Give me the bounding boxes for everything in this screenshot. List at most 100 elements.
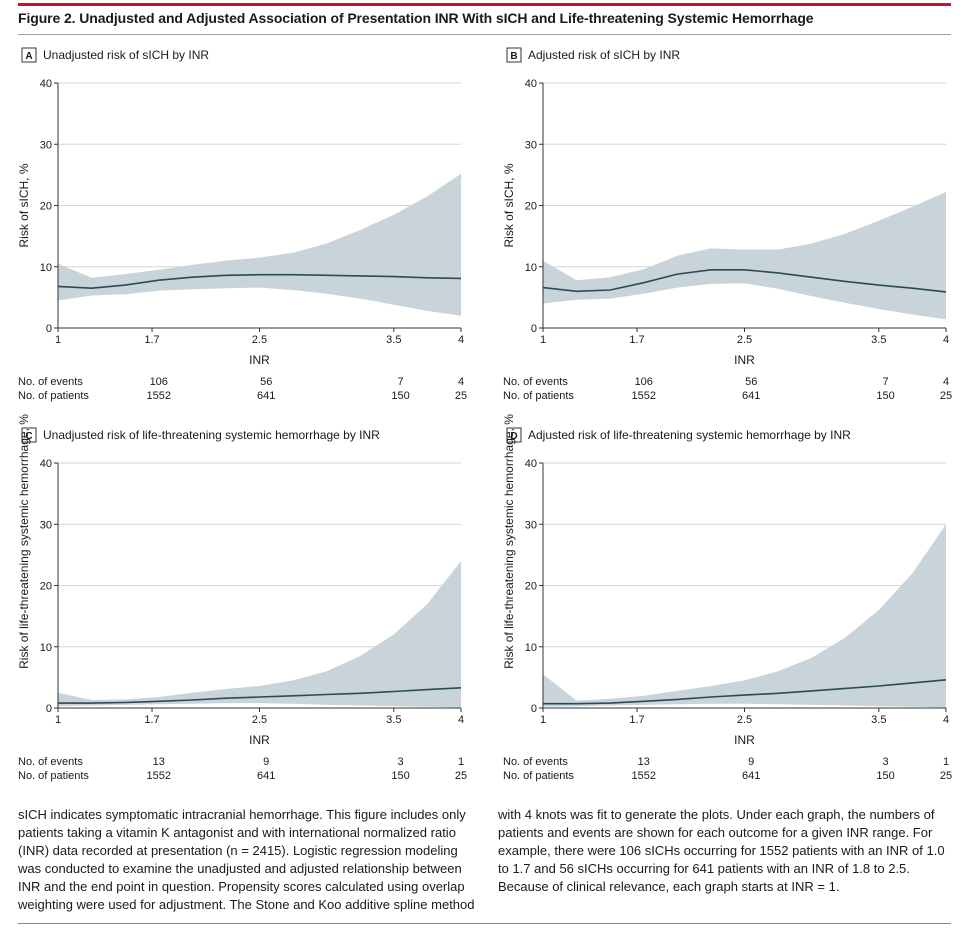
figure-title-rule xyxy=(18,34,951,35)
panel-d-patients-count: 1552 xyxy=(632,770,656,782)
panel-c-events-count: 13 xyxy=(153,756,165,768)
caption-left-column: sICH indicates symptomatic intracranial … xyxy=(18,807,475,912)
panel-b-y-tick-label: 30 xyxy=(525,139,537,151)
panel-c-events-count: 1 xyxy=(458,756,464,768)
panel-c-y-tick-label: 40 xyxy=(40,458,52,470)
panel-d-x-tick-label: 4 xyxy=(943,714,949,726)
panel-a-patients-count: 641 xyxy=(257,390,275,402)
panel-b-events-count: 7 xyxy=(882,376,888,388)
panel-b-patients-count: 641 xyxy=(742,390,760,402)
panel-a-x-tick-label: 3.5 xyxy=(386,334,401,346)
panel-d-y-tick-label: 40 xyxy=(525,458,537,470)
panel-d-confidence-band xyxy=(543,524,946,708)
panel-d-events-count: 3 xyxy=(882,756,888,768)
panel-a-patients-count: 25 xyxy=(455,390,467,402)
panel-b-x-tick-label: 1.7 xyxy=(629,334,644,346)
panel-c-patients-count: 25 xyxy=(455,770,467,782)
panel-c-y-axis-title: Risk of life-threatening systemic hemorr… xyxy=(17,414,31,669)
panel-d-label: D xyxy=(510,431,517,442)
panel-c-events-count: 3 xyxy=(397,756,403,768)
panel-a-y-tick-label: 10 xyxy=(40,262,52,274)
panel-a-events-count: 4 xyxy=(458,376,464,388)
figure-title: Figure 2. Unadjusted and Adjusted Associ… xyxy=(18,10,814,26)
panel-c-events-row-label: No. of events xyxy=(18,756,83,768)
panel-c-patients-count: 641 xyxy=(257,770,275,782)
panel-b-x-tick-label: 2.5 xyxy=(737,334,752,346)
panel-b-events-count: 106 xyxy=(635,376,653,388)
panel-a-confidence-band xyxy=(58,173,461,316)
panel-a-patients-row-label: No. of patients xyxy=(18,390,89,402)
panel-c-y-tick-label: 20 xyxy=(40,581,52,593)
figure-accent-rule xyxy=(18,3,951,6)
panel-a-events-count: 56 xyxy=(260,376,272,388)
panel-a-patients-count: 150 xyxy=(391,390,409,402)
panel-d-y-tick-label: 30 xyxy=(525,519,537,531)
panel-b-y-tick-label: 20 xyxy=(525,201,537,213)
panel-a-estimate-line xyxy=(57,273,462,290)
panel-d-estimate-line xyxy=(543,679,947,705)
panel-d-patients-count: 25 xyxy=(940,770,952,782)
panel-b-patients-row-label: No. of patients xyxy=(503,390,574,402)
panel-a-x-tick-label: 4 xyxy=(458,334,464,346)
panel-a-patients-count: 1552 xyxy=(147,390,171,402)
panel-a-x-tick-label: 1.7 xyxy=(144,334,159,346)
panel-a-y-axis-title: Risk of sICH, % xyxy=(17,163,31,247)
panel-c-x-tick-label: 3.5 xyxy=(386,714,401,726)
panel-b-events-row-label: No. of events xyxy=(503,376,568,388)
panel-d-x-tick-label: 1 xyxy=(540,714,546,726)
panel-b-estimate-line xyxy=(542,269,947,293)
panel-d-label-box xyxy=(506,427,522,443)
panel-c-label-box xyxy=(21,427,37,443)
panel-b-x-tick-label: 3.5 xyxy=(871,334,886,346)
panel-b-y-tick-label: 10 xyxy=(525,262,537,274)
panel-b-y-tick-label: 0 xyxy=(531,323,537,335)
panel-d-x-tick-label: 1.7 xyxy=(629,714,644,726)
panel-a-label-box xyxy=(21,47,37,63)
panel-a-x-tick-label: 2.5 xyxy=(252,334,267,346)
panel-a-y-tick-label: 40 xyxy=(40,78,52,90)
panel-b-title: Adjusted risk of sICH by INR xyxy=(528,48,680,62)
panel-d-patients-count: 641 xyxy=(742,770,760,782)
panel-c-x-tick-label: 2.5 xyxy=(252,714,267,726)
panel-b-events-count: 4 xyxy=(943,376,949,388)
figure-charts: A Unadjusted risk of sICH by INR010203040… xyxy=(17,47,952,782)
panel-a-x-axis-title: INR xyxy=(249,353,270,367)
panel-c-x-tick-label: 1.7 xyxy=(144,714,159,726)
panel-a-events-row-label: No. of events xyxy=(18,376,83,388)
panel-b-x-tick-label: 1 xyxy=(540,334,546,346)
panel-d-events-row-label: No. of events xyxy=(503,756,568,768)
panel-a-y-tick-label: 0 xyxy=(46,323,52,335)
panel-c-patients-count: 150 xyxy=(391,770,409,782)
panel-d-y-tick-label: 0 xyxy=(531,703,537,715)
panel-b-x-tick-label: 4 xyxy=(943,334,949,346)
panel-b-label-box xyxy=(506,47,522,63)
panel-d-y-axis-title: Risk of life-threatening systemic hemorr… xyxy=(502,414,516,669)
panel-d-y-tick-label: 20 xyxy=(525,581,537,593)
panel-a-label: A xyxy=(25,51,32,62)
panel-b-patients-count: 150 xyxy=(876,390,894,402)
panel-c-patients-count: 1552 xyxy=(147,770,171,782)
panel-a-events-count: 7 xyxy=(397,376,403,388)
panel-d-x-axis-title: INR xyxy=(734,733,755,747)
panel-a-x-tick-label: 1 xyxy=(55,334,61,346)
panel-b-patients-count: 25 xyxy=(940,390,952,402)
panel-d-events-count: 13 xyxy=(638,756,650,768)
panel-d-patients-count: 150 xyxy=(876,770,894,782)
panel-c-confidence-band xyxy=(58,561,461,708)
panel-d-x-tick-label: 2.5 xyxy=(737,714,752,726)
panel-b-events-count: 56 xyxy=(745,376,757,388)
panel-c-estimate-line xyxy=(58,687,462,704)
panel-a-y-tick-label: 30 xyxy=(40,139,52,151)
panel-c-label: C xyxy=(25,431,32,442)
panel-d-y-tick-label: 10 xyxy=(525,642,537,654)
panel-d-events-count: 9 xyxy=(748,756,754,768)
panel-a-title: Unadjusted risk of sICH by INR xyxy=(43,48,209,62)
panel-d-title: Adjusted risk of life-threatening system… xyxy=(528,428,851,442)
panel-c-x-tick-label: 4 xyxy=(458,714,464,726)
panel-d-events-count: 1 xyxy=(943,756,949,768)
panel-a-y-tick-label: 20 xyxy=(40,201,52,213)
panel-b-patients-count: 1552 xyxy=(632,390,656,402)
panel-b-confidence-band xyxy=(543,192,946,320)
panel-b-label: B xyxy=(510,51,517,62)
panel-c-title: Unadjusted risk of life-threatening syst… xyxy=(43,428,380,442)
